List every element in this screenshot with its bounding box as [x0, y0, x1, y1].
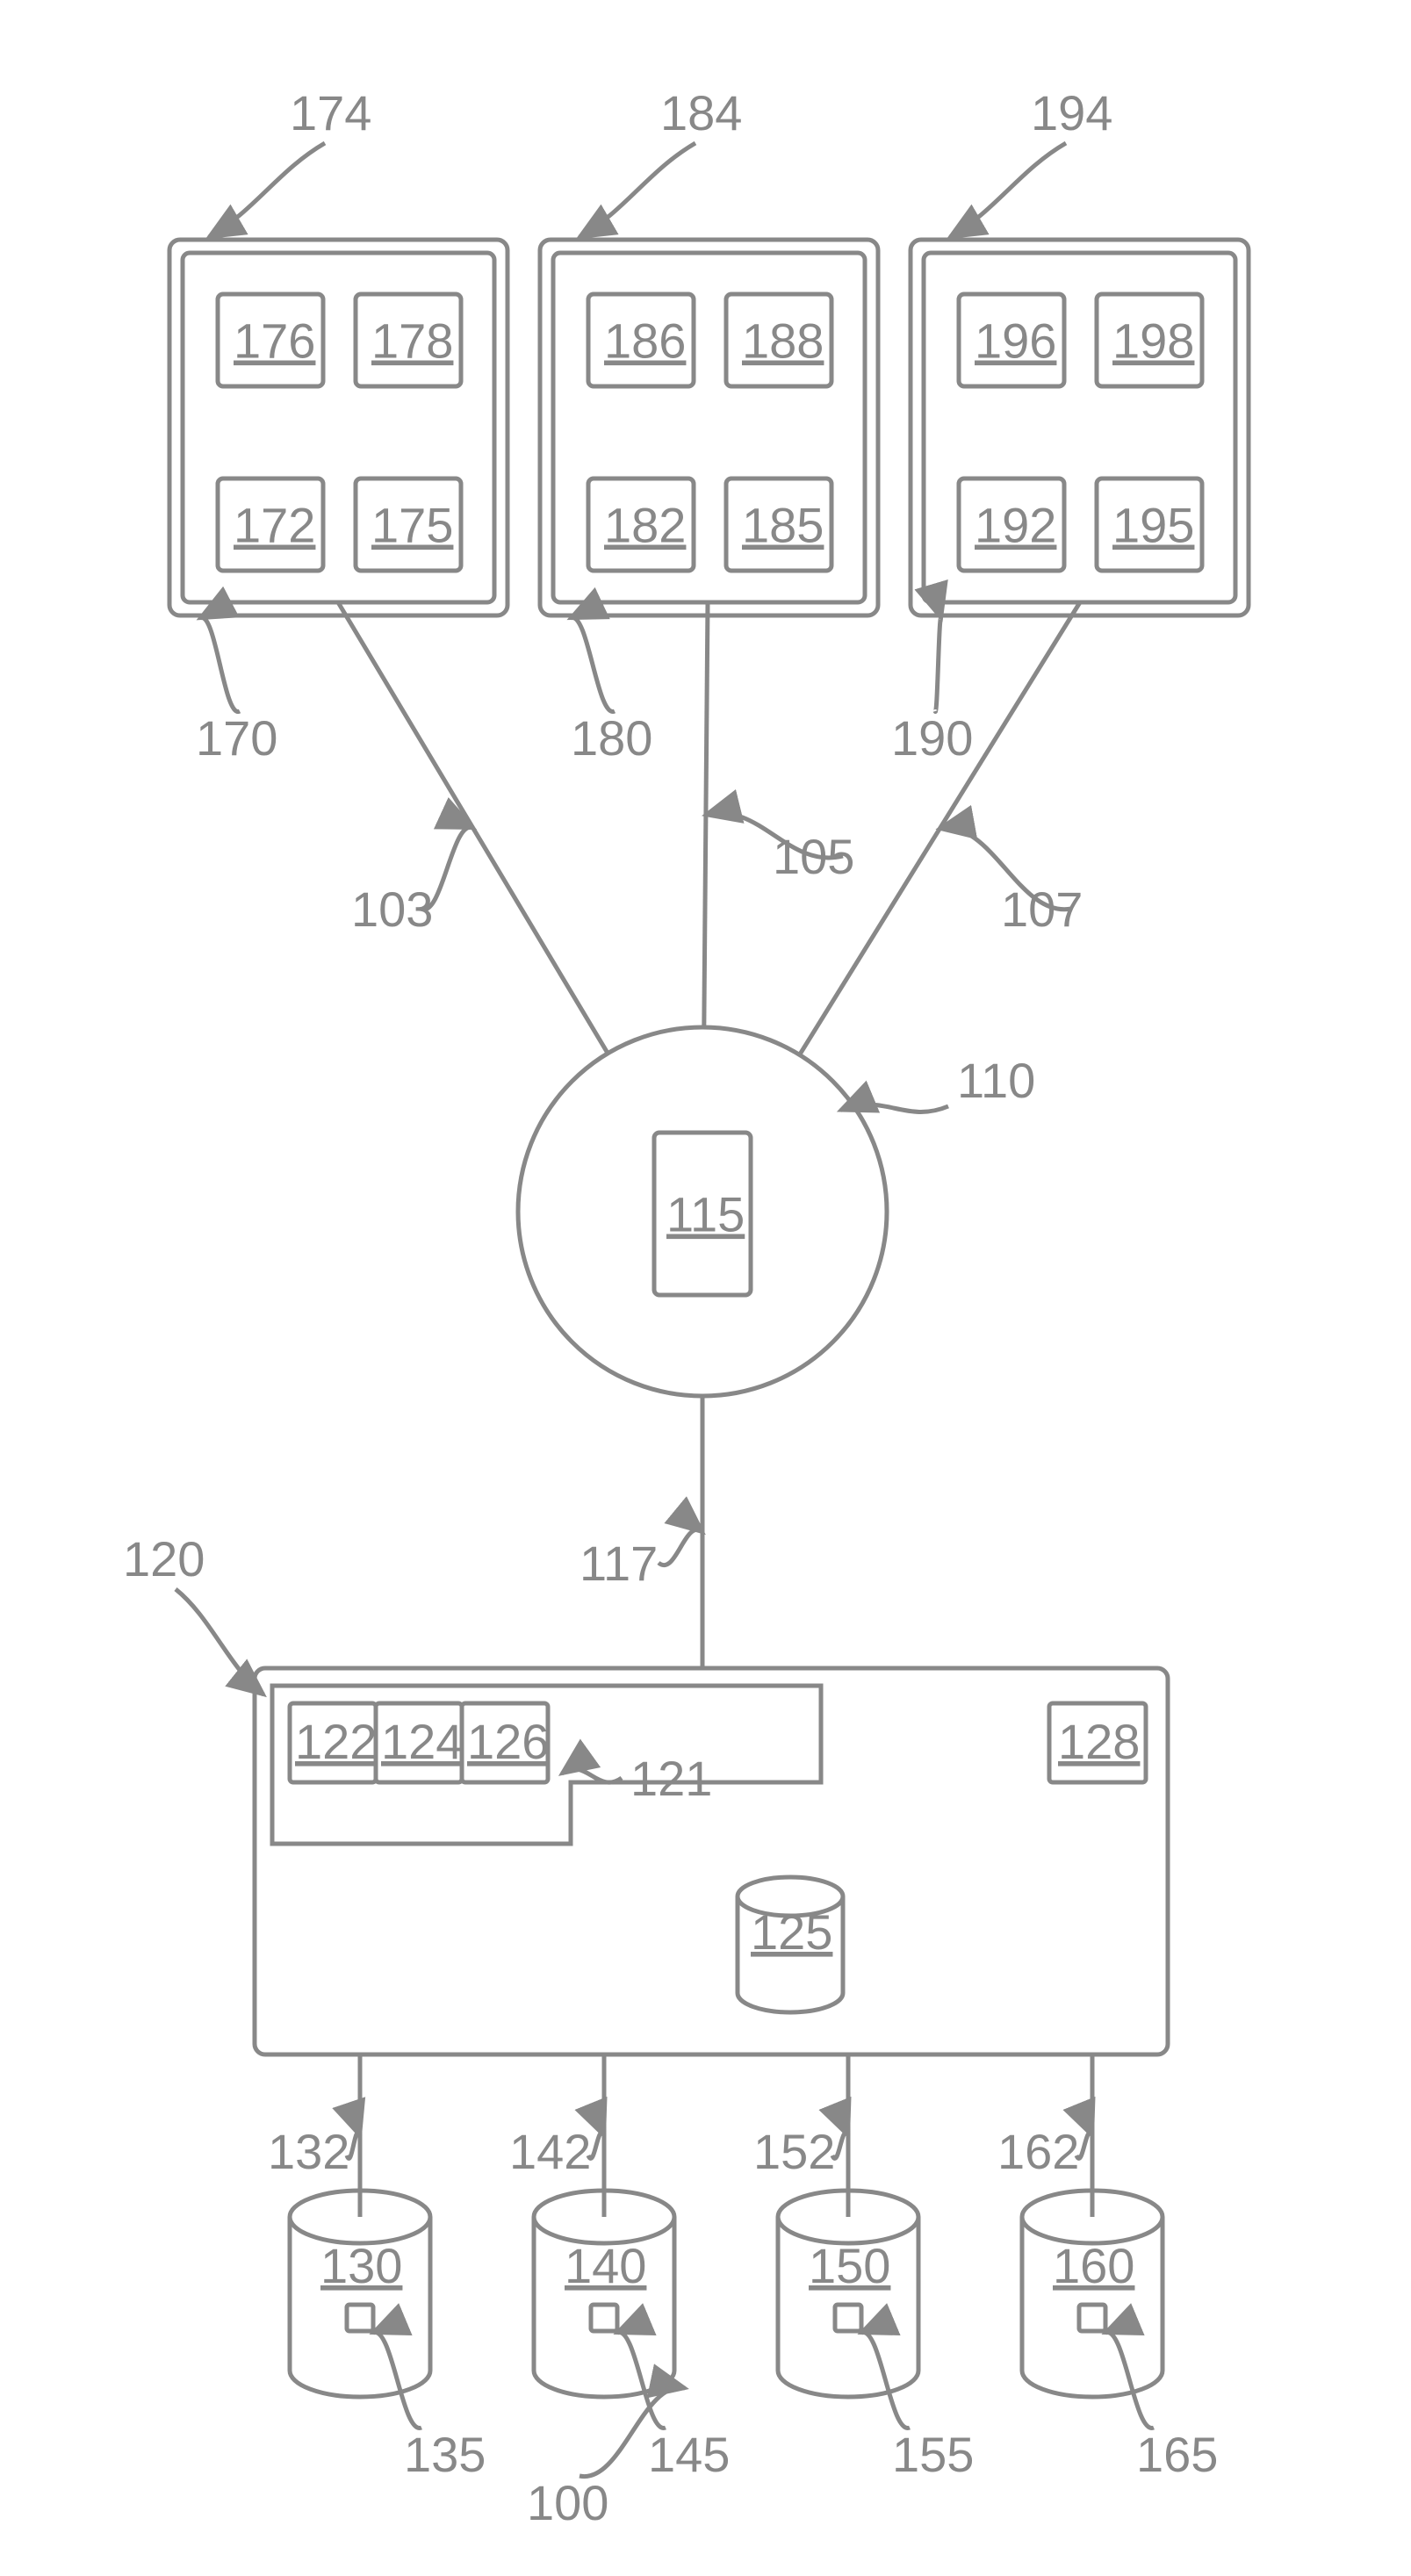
svg-text:142: 142: [509, 2124, 591, 2179]
svg-text:175: 175: [371, 498, 453, 553]
svg-text:145: 145: [648, 2427, 730, 2482]
svg-text:176: 176: [234, 313, 315, 369]
svg-text:198: 198: [1112, 313, 1194, 369]
svg-text:152: 152: [753, 2124, 835, 2179]
svg-text:196: 196: [975, 313, 1056, 369]
svg-text:165: 165: [1136, 2427, 1218, 2482]
svg-text:130: 130: [320, 2238, 402, 2293]
svg-text:185: 185: [742, 498, 824, 553]
svg-text:150: 150: [809, 2238, 890, 2293]
svg-text:178: 178: [371, 313, 453, 369]
svg-text:140: 140: [565, 2238, 646, 2293]
svg-text:125: 125: [751, 1904, 832, 1960]
svg-text:120: 120: [123, 1531, 205, 1587]
svg-text:194: 194: [1031, 85, 1112, 140]
svg-text:188: 188: [742, 313, 824, 369]
svg-text:192: 192: [975, 498, 1056, 553]
svg-text:184: 184: [660, 85, 742, 140]
svg-text:195: 195: [1112, 498, 1194, 553]
svg-text:170: 170: [196, 710, 277, 766]
svg-text:162: 162: [997, 2124, 1079, 2179]
svg-text:103: 103: [351, 881, 433, 937]
svg-text:115: 115: [666, 1187, 745, 1242]
svg-text:172: 172: [234, 498, 315, 553]
svg-text:100: 100: [527, 2475, 608, 2530]
svg-text:117: 117: [580, 1536, 658, 1591]
svg-text:186: 186: [604, 313, 686, 369]
svg-text:122: 122: [295, 1714, 377, 1769]
svg-text:121: 121: [630, 1751, 712, 1806]
svg-text:126: 126: [467, 1714, 549, 1769]
svg-text:174: 174: [290, 85, 371, 140]
svg-text:155: 155: [892, 2427, 974, 2482]
svg-text:135: 135: [404, 2427, 486, 2482]
svg-text:128: 128: [1058, 1714, 1140, 1769]
svg-text:124: 124: [381, 1714, 463, 1769]
svg-text:132: 132: [268, 2124, 349, 2179]
svg-text:182: 182: [604, 498, 686, 553]
svg-text:190: 190: [891, 710, 973, 766]
svg-text:160: 160: [1053, 2238, 1134, 2293]
svg-text:180: 180: [571, 710, 652, 766]
svg-text:110: 110: [957, 1053, 1035, 1108]
